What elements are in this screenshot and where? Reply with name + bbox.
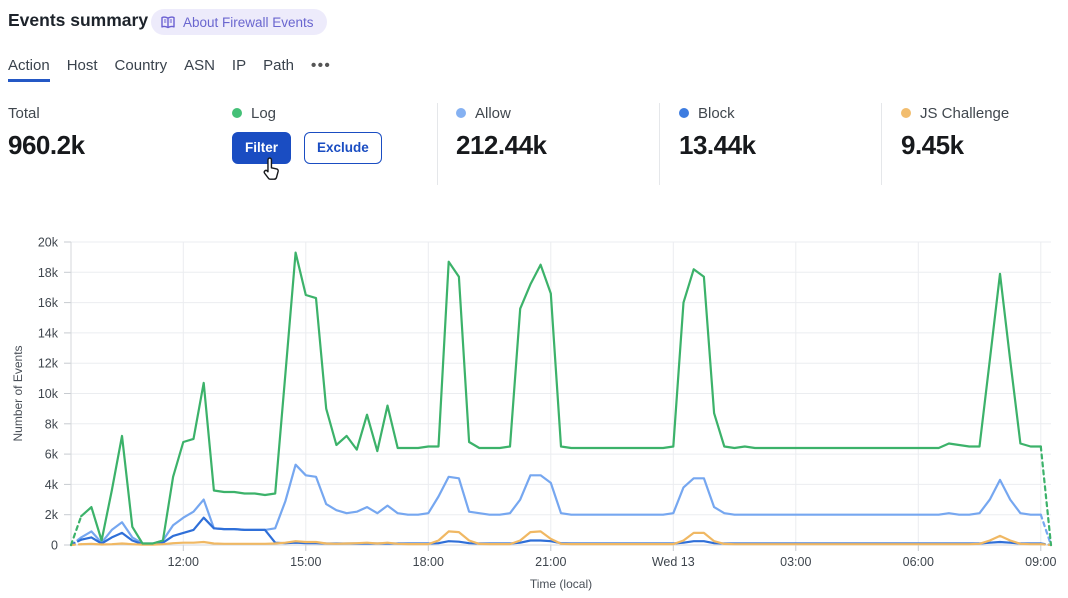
svg-text:2k: 2k	[45, 508, 59, 522]
more-ellipsis-icon: •••	[310, 57, 332, 74]
tab-asn[interactable]: ASN	[184, 57, 215, 82]
about-firewall-events-badge[interactable]: About Firewall Events	[151, 9, 327, 35]
svg-text:Number of Events: Number of Events	[11, 345, 25, 441]
svg-text:18k: 18k	[38, 266, 59, 280]
svg-text:14k: 14k	[38, 326, 59, 340]
svg-text:10k: 10k	[38, 387, 59, 401]
tab-ip-label: IP	[231, 57, 247, 74]
dimension-tabs: Action Host Country ASN IP Path •••	[8, 57, 331, 82]
tab-action[interactable]: Action	[8, 57, 50, 82]
stat-value-js-challenge: 9.45k	[901, 130, 964, 160]
tab-country[interactable]: Country	[115, 57, 168, 82]
stat-card-allow: Allow 212.44k	[456, 103, 547, 161]
stat-card-js-challenge: JS Challenge 9.45k	[901, 103, 1009, 161]
stat-label-allow: Allow	[475, 104, 511, 122]
tab-asn-label: ASN	[184, 57, 215, 74]
tab-ip[interactable]: IP	[232, 57, 246, 82]
badge-label: About Firewall Events	[183, 14, 314, 30]
stat-card-block: Block 13.44k	[679, 103, 756, 161]
svg-text:16k: 16k	[38, 296, 59, 310]
svg-text:09:00: 09:00	[1025, 555, 1056, 569]
stat-card-log: Log Filter Exclude	[232, 103, 382, 164]
svg-text:0: 0	[51, 539, 58, 553]
stats-divider	[659, 103, 660, 185]
log-legend-dot	[232, 108, 242, 118]
tab-country-label: Country	[114, 57, 168, 74]
svg-text:Time (local): Time (local)	[530, 577, 592, 591]
tab-action-label: Action	[8, 57, 50, 74]
svg-text:06:00: 06:00	[903, 555, 934, 569]
svg-text:15:00: 15:00	[290, 555, 321, 569]
allow-legend-dot	[456, 108, 466, 118]
tab-host-label: Host	[66, 57, 98, 74]
block-legend-dot	[679, 108, 689, 118]
js-challenge-legend-dot	[901, 108, 911, 118]
tab-path-label: Path	[263, 57, 294, 74]
svg-text:20k: 20k	[38, 236, 59, 250]
events-chart-svg: 0 2k 4k 6k 8k 10k 12k 14k 16k 18k 20k 12:00 15:00 18:…	[11, 236, 1056, 592]
exclude-button[interactable]: Exclude	[304, 132, 382, 164]
svg-text:18:00: 18:00	[413, 555, 444, 569]
stat-label-log: Log	[251, 104, 277, 122]
stats-divider	[437, 103, 438, 185]
stat-label-block: Block	[698, 104, 735, 122]
tab-path[interactable]: Path	[263, 57, 294, 82]
svg-text:03:00: 03:00	[780, 555, 811, 569]
stat-value-allow: 212.44k	[456, 130, 547, 160]
svg-text:6k: 6k	[45, 448, 59, 462]
svg-text:4k: 4k	[45, 478, 59, 492]
stat-value-block: 13.44k	[679, 130, 756, 160]
events-chart[interactable]: 0 2k 4k 6k 8k 10k 12k 14k 16k 18k 20k 12:00 15:00 18:…	[0, 223, 1068, 598]
stat-card-total: Total 960.2k	[8, 103, 85, 161]
stats-divider	[881, 103, 882, 185]
page-title: Events summary	[8, 10, 149, 30]
tabs-more-button[interactable]: •••	[311, 57, 331, 82]
stat-label-js-challenge: JS Challenge	[920, 104, 1010, 122]
filter-button[interactable]: Filter	[232, 132, 292, 164]
stat-value-total: 960.2k	[8, 130, 85, 160]
svg-text:12k: 12k	[38, 357, 59, 371]
book-icon	[160, 15, 176, 30]
svg-text:Wed 13: Wed 13	[652, 555, 695, 569]
svg-text:8k: 8k	[45, 417, 59, 431]
stat-label-total: Total	[8, 104, 40, 122]
svg-text:21:00: 21:00	[535, 555, 566, 569]
tab-host[interactable]: Host	[67, 57, 98, 82]
svg-text:12:00: 12:00	[168, 555, 199, 569]
